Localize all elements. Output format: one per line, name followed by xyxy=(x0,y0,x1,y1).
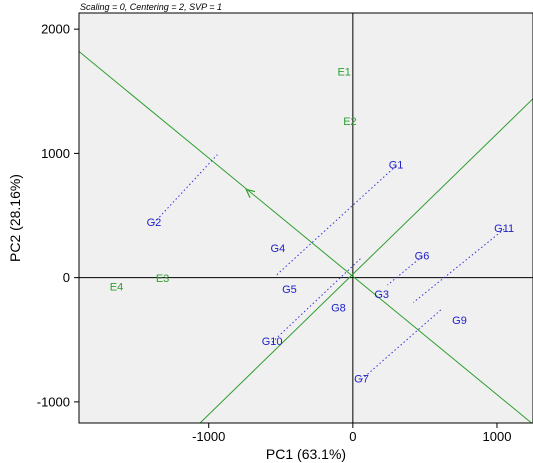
point-label-g5: G5 xyxy=(282,284,297,296)
projection-line xyxy=(413,228,505,303)
projection-line xyxy=(274,165,397,277)
x-axis-label: PC1 (63.1%) xyxy=(266,446,346,462)
arrow-icon xyxy=(245,188,256,198)
projection-line xyxy=(387,256,423,286)
biplot-lines xyxy=(79,13,533,423)
green-axis-line xyxy=(79,51,532,423)
point-label-g2: G2 xyxy=(147,217,162,229)
point-label-g11: G11 xyxy=(494,223,514,235)
point-label-e4: E4 xyxy=(110,281,123,293)
x-tick-label: 1000 xyxy=(483,429,512,444)
point-label-g10: G10 xyxy=(262,336,283,348)
point-label-g8: G8 xyxy=(331,303,346,315)
point-labels: E1 E2 E3 E4 G1 G2 G3 G4 G5 G6 G7 G8 G9 G10 G11 xyxy=(110,67,514,386)
chart-subtitle: Scaling = 0, Centering = 2, SVP = 1 xyxy=(80,2,223,12)
y-tick-label: 2000 xyxy=(41,22,70,37)
green-perpendicular-line xyxy=(199,98,533,423)
point-label-g6: G6 xyxy=(415,250,430,262)
point-label-e2: E2 xyxy=(343,116,356,128)
plot-area xyxy=(79,13,533,423)
plot-frame xyxy=(78,12,533,424)
projection-line xyxy=(271,257,362,343)
y-tick-label: -1000 xyxy=(37,394,70,409)
x-tick-label: 0 xyxy=(349,429,356,444)
y-tick-label: 1000 xyxy=(41,146,70,161)
y-axis-label: PC2 (28.16%) xyxy=(7,174,23,262)
point-label-g9: G9 xyxy=(452,315,467,327)
point-label-e1: E1 xyxy=(337,67,350,79)
point-label-e3: E3 xyxy=(156,273,169,285)
axes: -1000 0 1000 -1000 0 1000 2000 xyxy=(37,22,512,444)
point-label-g7: G7 xyxy=(354,373,369,385)
y-tick-label: 0 xyxy=(63,270,70,285)
point-label-g3: G3 xyxy=(374,289,389,301)
projection-line xyxy=(361,308,443,380)
point-label-g4: G4 xyxy=(271,243,286,255)
point-label-g1: G1 xyxy=(389,160,404,172)
x-tick-label: -1000 xyxy=(192,429,225,444)
